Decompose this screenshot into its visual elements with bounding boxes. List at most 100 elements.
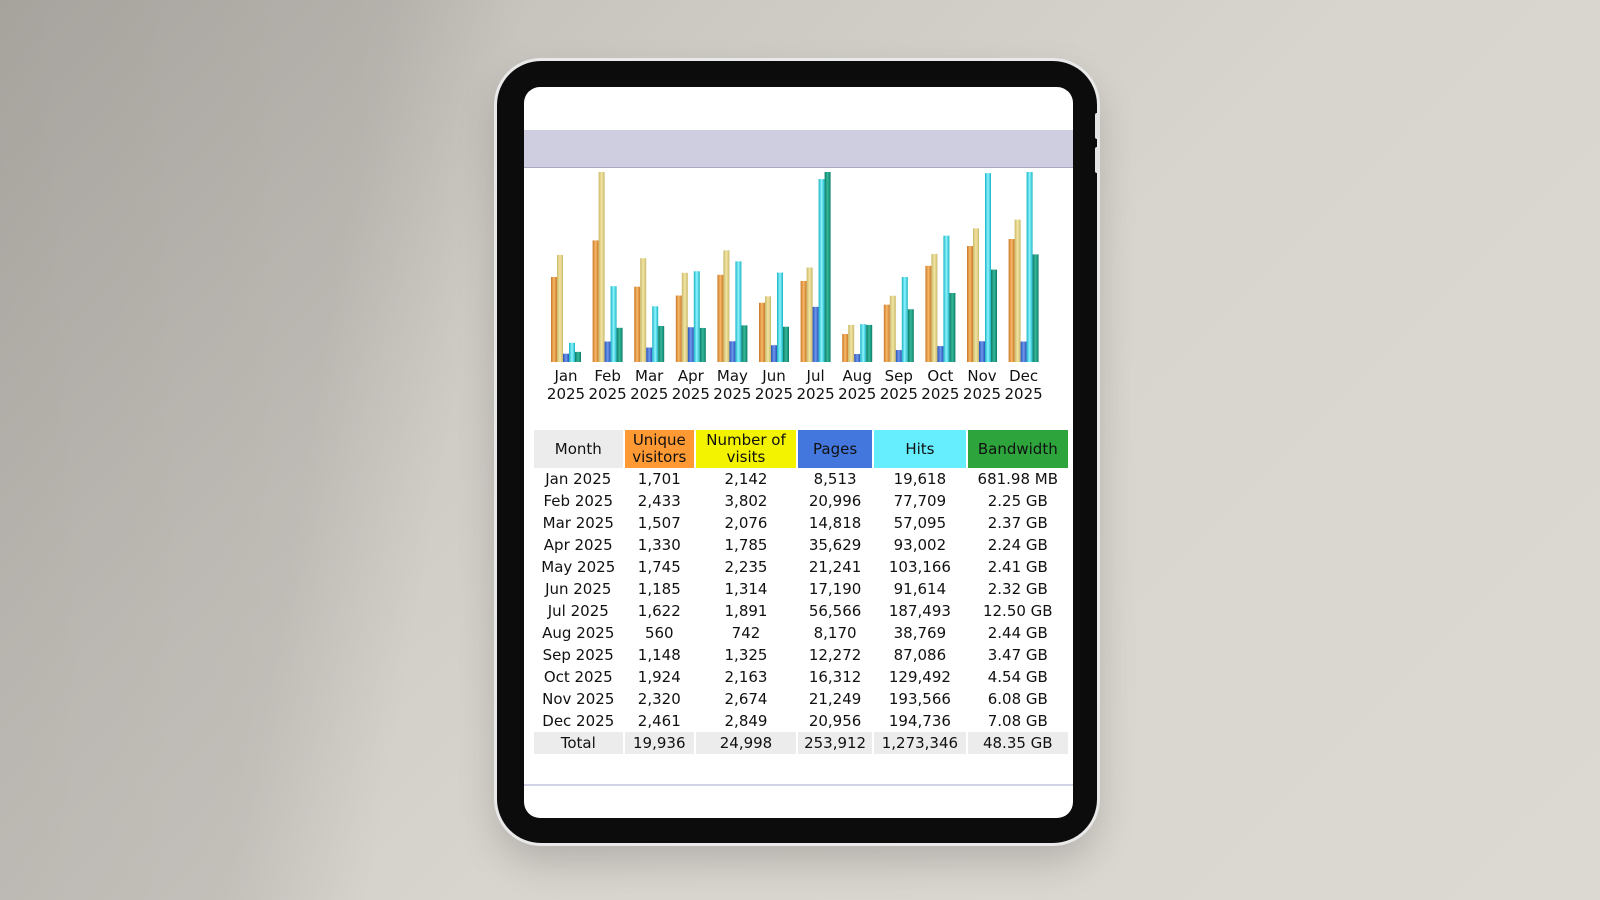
table-row: Jul 2025 1,622 1,891 56,566 187,493 12.50 GB xyxy=(534,600,1068,622)
cell-hits: 19,618 xyxy=(893,470,947,488)
bar-unique-visitors xyxy=(675,295,682,362)
cell-month: Apr 2025 xyxy=(543,536,613,554)
x-tick-label-month: Oct xyxy=(927,367,953,385)
cell-pages: 12,272 xyxy=(808,646,862,664)
bar-bandwidth xyxy=(699,327,706,362)
header-unique-visitors: Unique visitors xyxy=(624,430,695,468)
table-row: Aug 2025 560 742 8,170 38,769 2.44 GB xyxy=(534,622,1068,644)
total-hits: 1,273,346 xyxy=(874,732,966,754)
cell-month: May 2025 xyxy=(541,558,616,576)
bar-bandwidth xyxy=(991,269,997,362)
bar-hits xyxy=(818,179,825,362)
x-tick-label-month: Mar xyxy=(635,367,664,385)
header-band xyxy=(524,130,1073,168)
cell-bandwidth: 2.37 GB xyxy=(987,514,1048,532)
table-row: Feb 2025 2,433 3,802 20,996 77,709 2.25 GB xyxy=(534,490,1068,512)
bar-unique-visitors xyxy=(925,265,932,362)
bar-unique-visitors xyxy=(800,280,807,362)
x-tick-label-year: 2025 xyxy=(963,385,1001,403)
bar-unique-visitors xyxy=(759,302,765,362)
x-tick-label-year: 2025 xyxy=(1005,385,1043,403)
x-tick-label-year: 2025 xyxy=(880,385,918,403)
cell-visits: 1,785 xyxy=(724,536,768,554)
cell-hits: 193,566 xyxy=(888,690,951,708)
cell-month: Feb 2025 xyxy=(543,492,614,510)
cell-hits: 38,769 xyxy=(893,624,947,642)
bar-bandwidth xyxy=(783,326,789,362)
bar-pages xyxy=(729,341,736,362)
bar-unique-visitors xyxy=(592,240,599,362)
table-row: Jun 2025 1,185 1,314 17,190 91,614 2.32 GB xyxy=(534,578,1068,600)
cell-bandwidth: 2.25 GB xyxy=(987,492,1048,510)
header-month: Month xyxy=(534,430,623,468)
footer-divider xyxy=(524,784,1073,786)
bar-hits xyxy=(652,306,659,362)
cell-month: Jun 2025 xyxy=(545,580,612,598)
x-tick-label-year: 2025 xyxy=(713,385,751,403)
table-row: Oct 2025 1,924 2,163 16,312 129,492 4.54 GB xyxy=(534,666,1068,688)
bar-hits xyxy=(777,272,783,362)
cell-unique: 2,320 xyxy=(637,690,681,708)
cell-visits: 2,076 xyxy=(724,514,768,532)
cell-month: Mar 2025 xyxy=(542,514,614,532)
bar-pages xyxy=(687,327,694,362)
bar-bandwidth xyxy=(949,292,956,362)
cell-hits: 187,493 xyxy=(888,602,951,620)
table-total-row: Total 19,936 24,998 253,912 1,273,346 48… xyxy=(534,732,1068,754)
monthly-stats-table: Month Unique visitors Number of visits Pag… xyxy=(532,430,1070,754)
tablet-screen: Jan 2025 Feb 2025 Mar 2025 Apr 2025 May 2025 Jun 20… xyxy=(524,87,1073,818)
bar-unique-visitors xyxy=(551,276,557,362)
bar-number-of-visits xyxy=(1014,219,1021,362)
header-bandwidth: Bandwidth xyxy=(967,430,1068,468)
tablet-side-button xyxy=(1095,147,1100,173)
bar-number-of-visits xyxy=(931,253,938,362)
cell-pages: 17,190 xyxy=(808,580,862,598)
cell-visits: 1,314 xyxy=(724,580,768,598)
bar-hits xyxy=(693,271,700,362)
header-number-of-visits: Number of visits xyxy=(696,430,796,468)
cell-visits: 742 xyxy=(731,624,761,642)
cell-visits: 3,802 xyxy=(724,492,768,510)
cell-pages: 56,566 xyxy=(808,602,862,620)
cell-pages: 21,249 xyxy=(808,690,862,708)
cell-unique: 1,185 xyxy=(637,580,681,598)
bar-hits xyxy=(943,235,950,362)
bar-pages xyxy=(979,341,985,362)
cell-visits: 2,674 xyxy=(724,690,768,708)
bar-number-of-visits xyxy=(973,228,979,362)
x-tick-label-month: Nov xyxy=(967,367,996,385)
bar-hits xyxy=(860,324,867,362)
table-header-row: Month Unique visitors Number of visits Pag… xyxy=(534,430,1068,468)
bar-number-of-visits xyxy=(723,250,730,362)
cell-bandwidth: 2.24 GB xyxy=(987,536,1048,554)
bar-unique-visitors xyxy=(842,334,849,362)
x-tick-label-year: 2025 xyxy=(838,385,876,403)
bar-pages xyxy=(1020,341,1027,362)
cell-bandwidth: 2.41 GB xyxy=(987,558,1048,576)
bar-pages xyxy=(563,353,569,362)
cell-unique: 2,461 xyxy=(637,712,681,730)
cell-pages: 16,312 xyxy=(808,668,862,686)
cell-hits: 194,736 xyxy=(888,712,951,730)
x-tick-label-month: Feb xyxy=(594,367,621,385)
bar-hits xyxy=(901,277,908,362)
bar-bandwidth xyxy=(907,309,914,362)
bar-pages xyxy=(854,354,861,362)
table-row: Mar 2025 1,507 2,076 14,818 57,095 2.37 GB xyxy=(534,512,1068,534)
cell-month: Jan 2025 xyxy=(545,470,612,488)
header-visits-line2: visits xyxy=(726,448,766,466)
header-visits-line1: Number of xyxy=(706,431,786,449)
cell-unique: 1,701 xyxy=(637,470,681,488)
bar-pages xyxy=(937,346,944,362)
x-tick-label-month: Jan xyxy=(553,367,577,385)
cell-month: Jul 2025 xyxy=(547,602,609,620)
cell-unique: 1,924 xyxy=(637,668,681,686)
total-unique: 19,936 xyxy=(624,732,695,754)
bar-hits xyxy=(735,261,742,362)
bar-bandwidth xyxy=(741,325,748,362)
cell-bandwidth: 12.50 GB xyxy=(982,602,1053,620)
x-tick-label-year: 2025 xyxy=(755,385,793,403)
x-tick-label-month: Apr xyxy=(678,367,705,385)
cell-hits: 103,166 xyxy=(888,558,951,576)
total-month: Total xyxy=(534,732,623,754)
